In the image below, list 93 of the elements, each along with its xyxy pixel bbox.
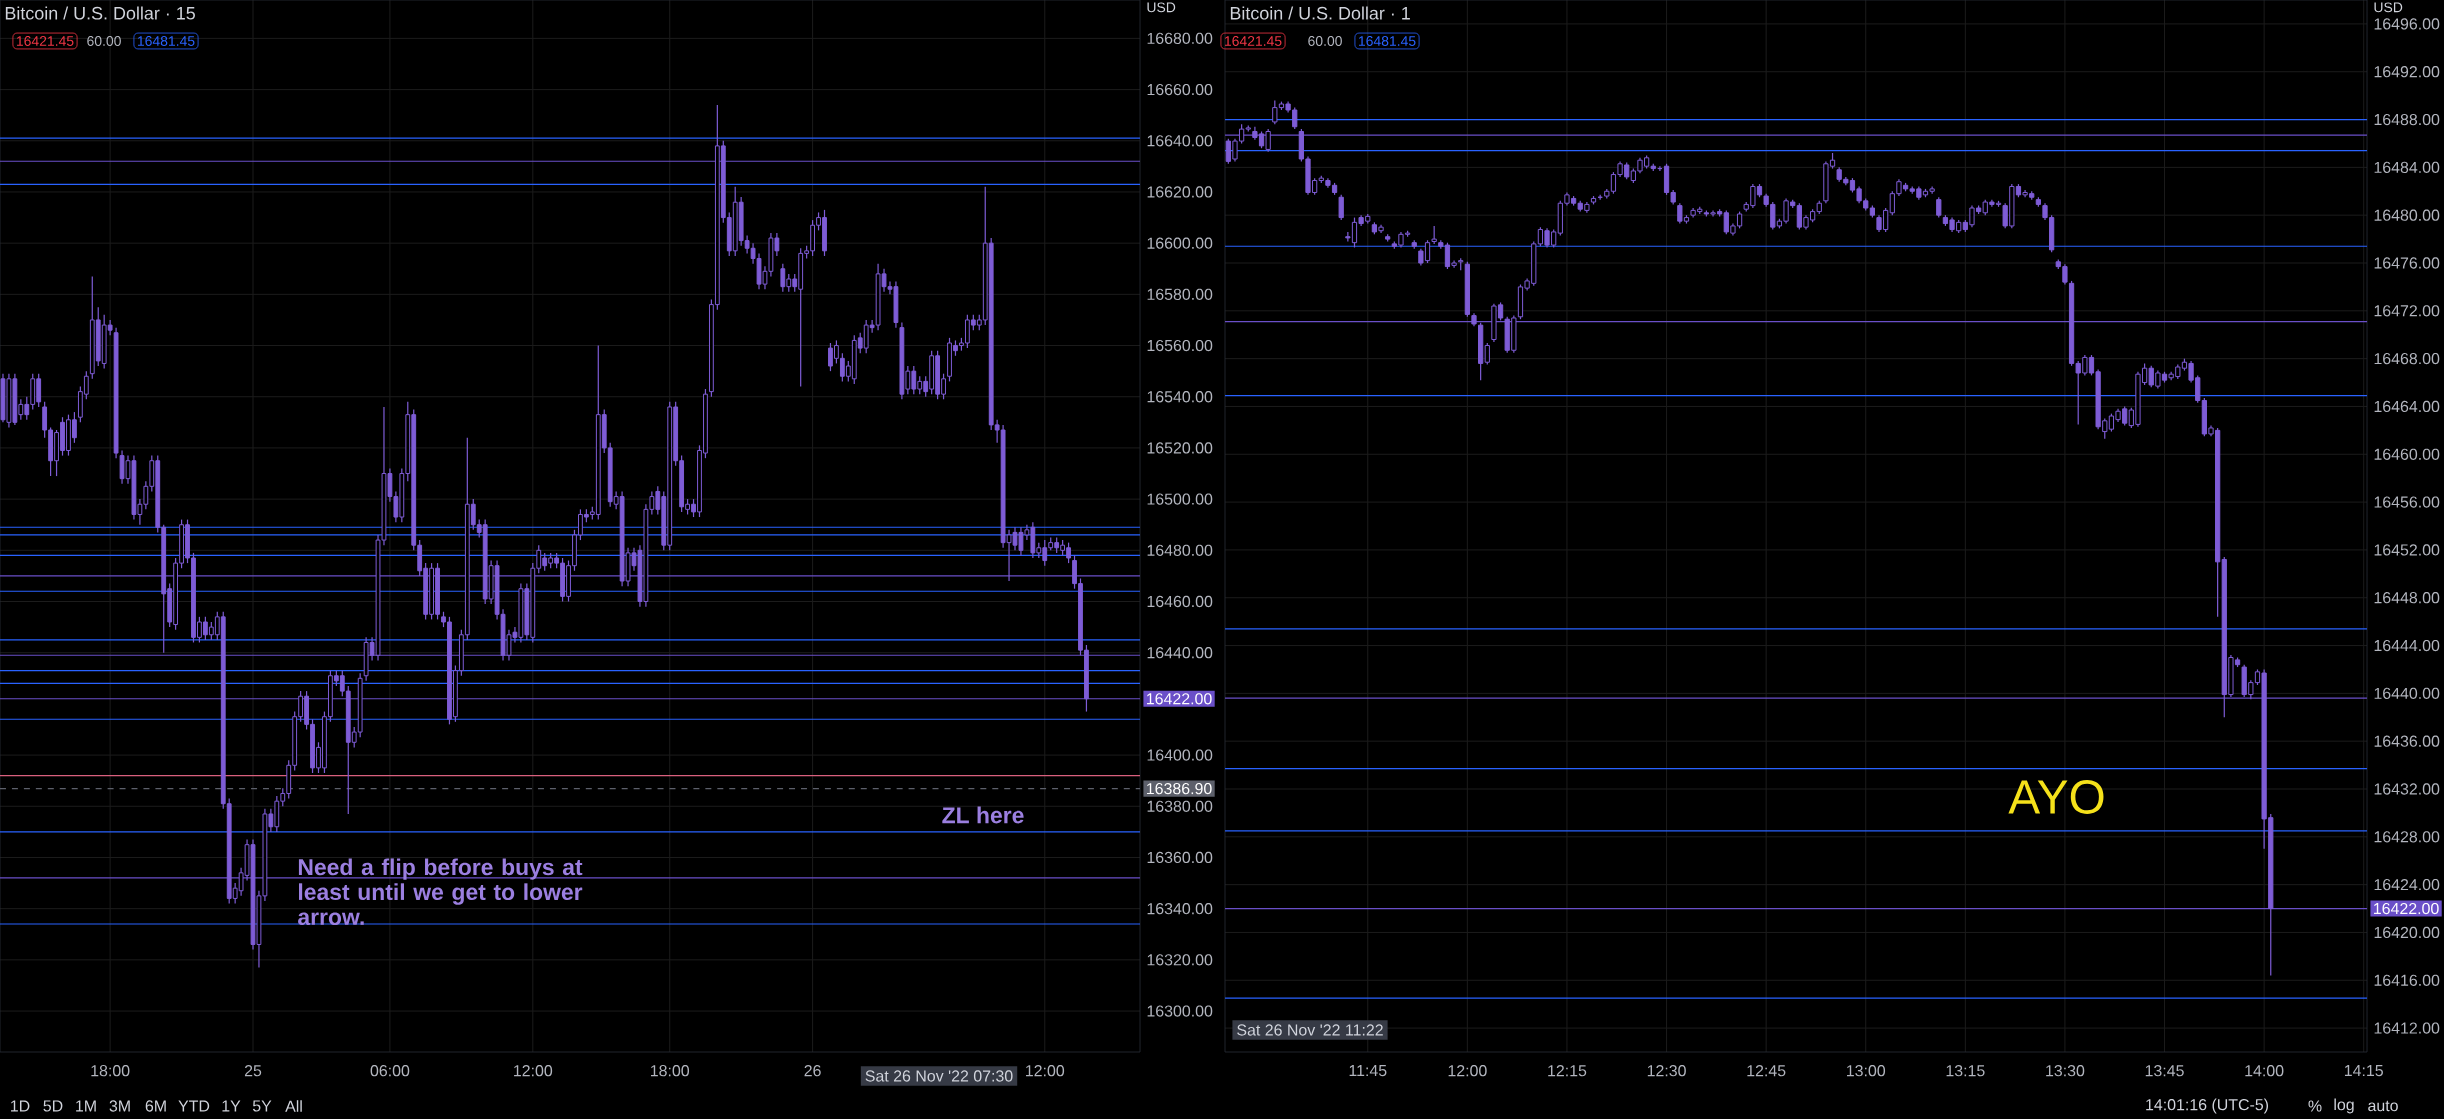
text: 1M bbox=[76, 1100, 96, 1112]
y-tick-label: 16460.00 bbox=[1147, 595, 1213, 608]
chart-title: Bitcoin / U.S. Dollar · 15 bbox=[5, 6, 195, 20]
y-axis-title: USD bbox=[1147, 2, 1176, 13]
y-tick-label: 16440.00 bbox=[1147, 647, 1213, 659]
ref-line-label: 16422.00 bbox=[2374, 902, 2439, 915]
ref-line-label: 16386.90 bbox=[1147, 782, 1212, 795]
y-tick-label: 16320.00 bbox=[1147, 954, 1213, 966]
y-tick-label: 16580.00 bbox=[1147, 288, 1213, 300]
y-tick-label: 16412.00 bbox=[2374, 1022, 2440, 1034]
x-tick-label: 12:15 bbox=[1548, 1065, 1587, 1077]
ref-line-label: 16422.00 bbox=[1147, 693, 1212, 705]
y-tick-label: 16480.00 bbox=[1147, 544, 1213, 556]
annotation: Sat 26 Nov '22 11:22 bbox=[1237, 1024, 1383, 1036]
annotation: 16481.45 bbox=[1358, 36, 1416, 46]
y-tick-label: 16600.00 bbox=[1147, 237, 1213, 249]
y-tick-label: 16452.00 bbox=[2374, 544, 2440, 556]
x-tick-label: 12:30 bbox=[1647, 1065, 1686, 1077]
text: Sat 26 Nov '22 07:30 bbox=[865, 1070, 1013, 1082]
y-tick-label: 16476.00 bbox=[2374, 257, 2440, 269]
text: log bbox=[2334, 1098, 2354, 1114]
x-tick-label: 11:45 bbox=[1349, 1065, 1387, 1077]
y-tick-label: 16480.00 bbox=[2374, 209, 2440, 221]
candlestick bbox=[1936, 196, 1942, 219]
y-tick-label: 16680.00 bbox=[1147, 32, 1213, 45]
chart-title: Bitcoin / U.S. Dollar · 1 bbox=[1230, 6, 1410, 20]
x-tick-label: 12:45 bbox=[1747, 1065, 1786, 1077]
y-axis-title: USD bbox=[2374, 2, 2403, 13]
text: All bbox=[285, 1100, 302, 1112]
text: 5D bbox=[43, 1100, 63, 1112]
text: 14:01:16 (UTC-5) bbox=[2146, 1098, 2269, 1114]
y-tick-label: 16432.00 bbox=[2374, 783, 2440, 795]
y-tick-label: 16620.00 bbox=[1147, 186, 1213, 198]
x-tick-label: 26 bbox=[804, 1065, 821, 1077]
annotation: ZL here bbox=[942, 806, 1024, 824]
y-tick-label: 16488.00 bbox=[2374, 113, 2440, 126]
y-tick-label: 16456.00 bbox=[2374, 496, 2440, 508]
y-tick-label: 16380.00 bbox=[1147, 800, 1213, 812]
y-tick-label: 16416.00 bbox=[2374, 974, 2440, 986]
y-tick-label: 16500.00 bbox=[1147, 493, 1213, 505]
y-tick-label: 16540.00 bbox=[1147, 391, 1213, 403]
text: % bbox=[2308, 1100, 2322, 1112]
y-tick-label: 16472.00 bbox=[2374, 305, 2440, 317]
candlestick bbox=[1338, 194, 1344, 221]
y-tick-label: 16440.00 bbox=[2374, 687, 2440, 700]
y-tick-label: 16560.00 bbox=[1147, 339, 1213, 352]
candlestick bbox=[1484, 342, 1490, 366]
y-tick-label: 16464.00 bbox=[2374, 400, 2440, 413]
x-tick-label: 13:45 bbox=[2145, 1065, 2184, 1077]
y-tick-label: 16428.00 bbox=[2374, 831, 2440, 843]
y-tick-label: 16520.00 bbox=[1147, 442, 1213, 454]
annotation: 60.00 bbox=[1308, 36, 1342, 46]
y-tick-label: 16492.00 bbox=[2374, 66, 2440, 78]
x-tick-label: 14:15 bbox=[2344, 1065, 2383, 1077]
x-tick-label: 13:15 bbox=[1946, 1065, 1985, 1077]
y-tick-label: 16436.00 bbox=[2374, 735, 2440, 747]
y-tick-label: 16420.00 bbox=[2374, 926, 2440, 939]
x-tick-label: 12:00 bbox=[1026, 1065, 1065, 1077]
y-tick-label: 16300.00 bbox=[1147, 1005, 1213, 1017]
annotation: 16421.45 bbox=[16, 36, 74, 46]
text: YTD bbox=[178, 1100, 210, 1112]
x-tick-label: 12:00 bbox=[514, 1065, 553, 1077]
x-tick-label: 18:00 bbox=[650, 1065, 690, 1077]
x-tick-label: 25 bbox=[244, 1065, 262, 1077]
annotation: Need a flip before buys at least until we get to lower arrow. bbox=[298, 858, 583, 926]
y-tick-label: 16444.00 bbox=[2374, 639, 2440, 652]
y-tick-label: 16496.00 bbox=[2374, 18, 2440, 30]
text: 5Y bbox=[252, 1100, 272, 1112]
annotation: 16421.45 bbox=[1224, 36, 1282, 46]
annotation: 60.00 bbox=[87, 36, 121, 46]
y-tick-label: 16660.00 bbox=[1147, 83, 1213, 96]
text: 6M bbox=[145, 1100, 166, 1112]
text: 1D bbox=[11, 1100, 30, 1112]
y-tick-label: 16640.00 bbox=[1147, 135, 1213, 147]
text: auto bbox=[2368, 1100, 2398, 1112]
x-tick-label: 12:00 bbox=[1448, 1065, 1487, 1077]
x-tick-label: 13:30 bbox=[2046, 1065, 2085, 1077]
x-tick-label: 18:00 bbox=[91, 1065, 130, 1077]
x-tick-label: 13:00 bbox=[1847, 1065, 1886, 1077]
y-tick-label: 16424.00 bbox=[2374, 879, 2440, 891]
x-tick-label: 14:00 bbox=[2245, 1065, 2284, 1077]
y-tick-label: 16484.00 bbox=[2374, 161, 2440, 174]
y-tick-label: 16460.00 bbox=[2374, 448, 2440, 460]
y-tick-label: 16448.00 bbox=[2374, 592, 2440, 604]
y-tick-label: 16400.00 bbox=[1147, 749, 1213, 761]
text: 1Y bbox=[222, 1100, 241, 1112]
text: 3M bbox=[109, 1100, 130, 1112]
y-tick-label: 16468.00 bbox=[2374, 353, 2440, 365]
y-tick-label: 16360.00 bbox=[1147, 851, 1213, 864]
annotation: 16481.45 bbox=[137, 36, 195, 46]
x-tick-label: 06:00 bbox=[370, 1065, 410, 1077]
y-tick-label: 16340.00 bbox=[1147, 903, 1213, 915]
annotation: AYO bbox=[2008, 780, 2104, 814]
